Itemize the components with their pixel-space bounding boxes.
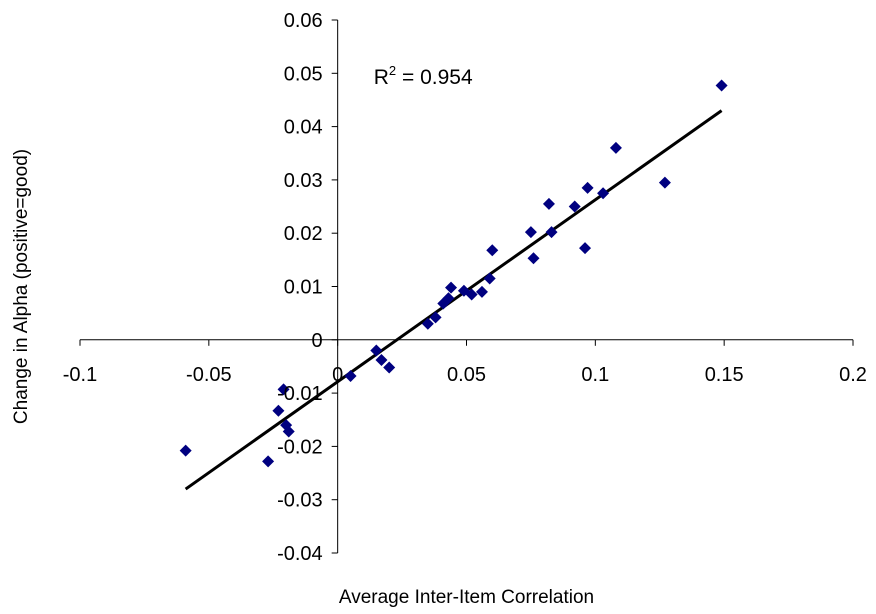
tick-labels: -0.1 -0.05 0 0.05 0.1 0.15 0.2 -0.04 -0.03 -0.02 -… bbox=[63, 10, 867, 565]
data-point bbox=[370, 344, 383, 357]
x-axis-title: Average Inter-Item Correlation bbox=[339, 587, 594, 608]
x-tick-label: 0.2 bbox=[839, 364, 867, 386]
y-tick-label: 0.02 bbox=[284, 223, 323, 245]
y-tick-label: 0.06 bbox=[284, 10, 323, 32]
x-tick-label: 0 bbox=[332, 364, 343, 386]
trendline bbox=[184, 109, 723, 491]
data-point bbox=[486, 244, 499, 257]
x-tick-label: 0.05 bbox=[447, 364, 486, 386]
y-tick-label: 0.03 bbox=[284, 170, 323, 192]
data-point bbox=[375, 354, 388, 367]
y-tick-label: 0.01 bbox=[284, 277, 323, 299]
data-point bbox=[715, 79, 728, 92]
y-tick-label: 0.04 bbox=[284, 117, 323, 139]
data-point bbox=[344, 370, 357, 383]
data-point bbox=[421, 317, 434, 330]
x-tick-label: -0.1 bbox=[63, 364, 97, 386]
data-point bbox=[442, 292, 455, 305]
trendline-group bbox=[184, 109, 723, 491]
x-tick-label: 0.1 bbox=[581, 364, 609, 386]
data-point bbox=[597, 187, 610, 200]
y-tick-label: -0.02 bbox=[277, 436, 323, 458]
y-tick-label: -0.03 bbox=[277, 490, 323, 512]
data-point bbox=[579, 242, 592, 255]
data-point bbox=[465, 288, 478, 301]
data-point bbox=[483, 272, 496, 285]
axes bbox=[79, 19, 854, 554]
y-axis-title: Change in Alpha (positive=good) bbox=[11, 149, 32, 424]
data-point bbox=[542, 197, 555, 210]
y-tick-label: -0.01 bbox=[277, 383, 323, 405]
data-point bbox=[568, 200, 581, 213]
r-squared-superscript: 2 bbox=[389, 63, 396, 78]
r-squared-value: = 0.954 bbox=[396, 66, 473, 89]
data-point bbox=[581, 181, 594, 194]
data-point bbox=[475, 285, 488, 298]
data-point bbox=[272, 404, 285, 417]
y-tick-label: -0.04 bbox=[277, 543, 323, 565]
y-tick-label: 0.05 bbox=[284, 63, 323, 85]
data-point bbox=[545, 226, 558, 239]
data-point bbox=[609, 141, 622, 154]
data-point bbox=[262, 455, 275, 468]
r-squared-base: R bbox=[374, 66, 389, 89]
data-point bbox=[429, 311, 442, 324]
x-tick-label: 0.15 bbox=[705, 364, 744, 386]
x-tick-label: -0.05 bbox=[186, 364, 232, 386]
data-point bbox=[277, 383, 290, 396]
data-point bbox=[527, 252, 540, 265]
y-tick-label: 0 bbox=[312, 330, 323, 352]
data-point bbox=[282, 425, 295, 438]
data-point bbox=[658, 176, 671, 189]
r-squared-annotation: R2 = 0.954 bbox=[374, 63, 473, 89]
data-point bbox=[179, 444, 192, 457]
data-point bbox=[383, 361, 396, 374]
data-points bbox=[179, 79, 728, 468]
data-point bbox=[445, 281, 458, 294]
data-point bbox=[524, 226, 537, 239]
